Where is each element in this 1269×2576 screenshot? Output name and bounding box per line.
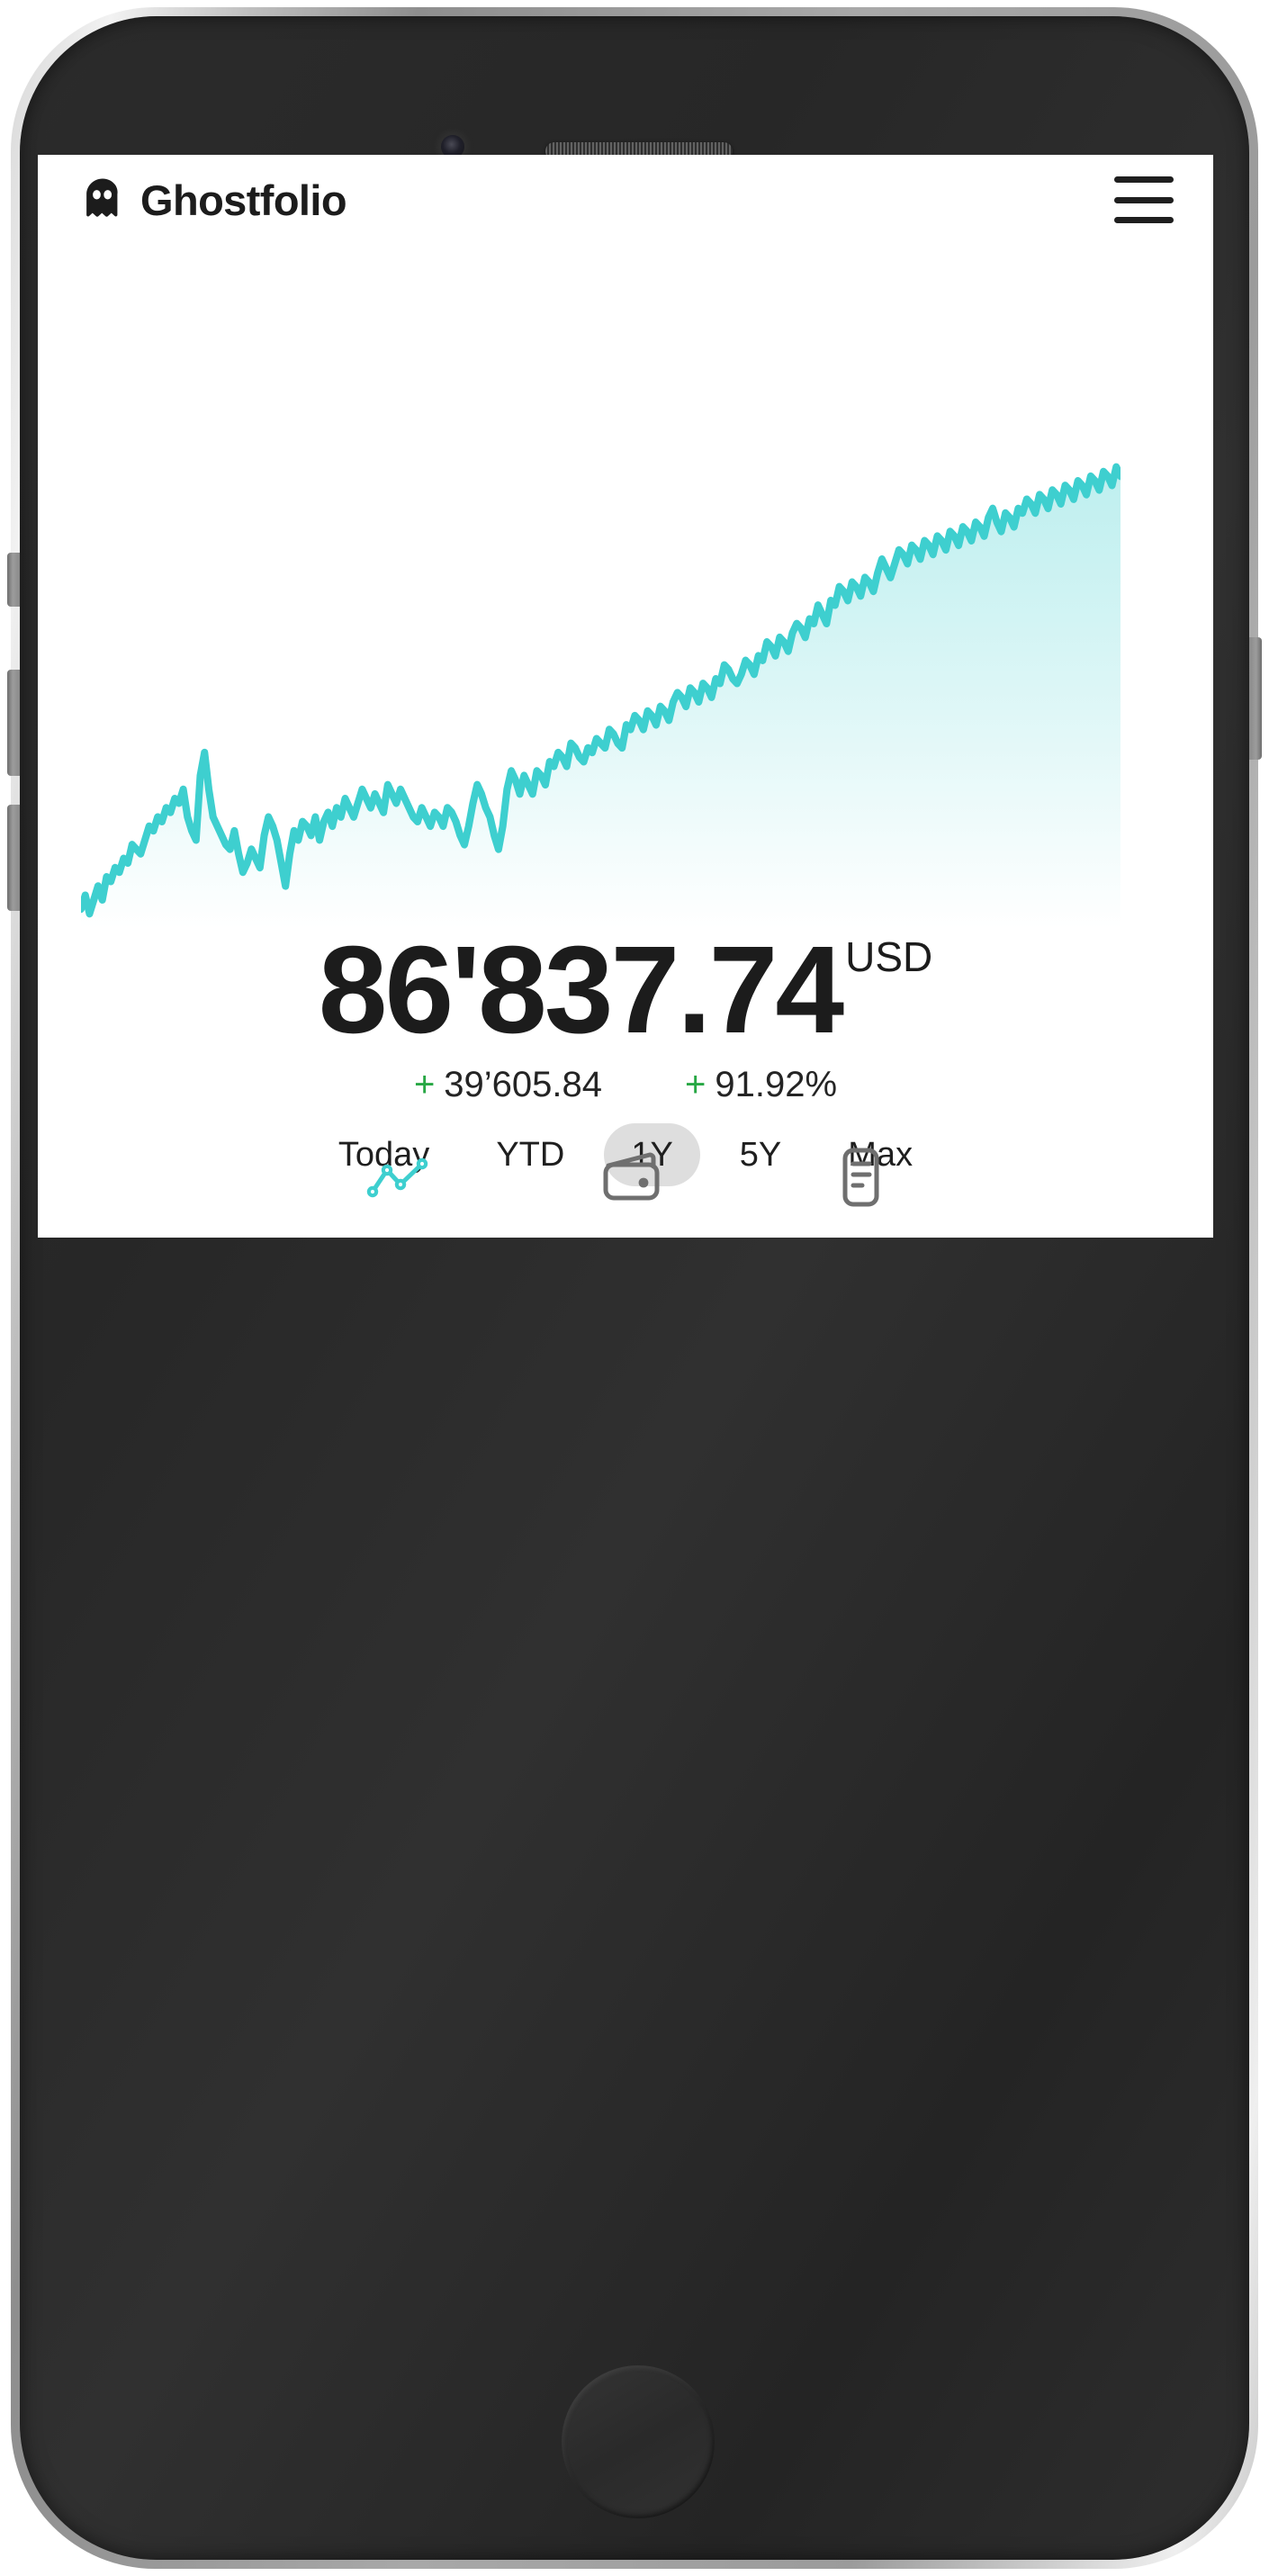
range-tab-5y[interactable]: 5Y [739,1136,782,1174]
chart-line [81,463,1120,918]
phone-screen: Ghostfolio [38,155,1213,1238]
hamburger-menu-icon[interactable] [1114,176,1174,223]
percent-change: + 91.92% [685,1065,837,1105]
brand-logo-group[interactable]: Ghostfolio [79,176,347,224]
menu-line-2 [1114,196,1174,203]
portfolio-value-row: 86'837.74 USD [319,927,933,1054]
absolute-change-value: 39’605.84 [444,1064,603,1104]
absolute-change-sign: + [413,1064,436,1104]
nav-item-summary[interactable] [834,1147,886,1212]
percent-change-sign: + [685,1064,706,1104]
app-title: Ghostfolio [140,176,347,224]
volume-down-button[interactable] [7,805,20,911]
line-chart-icon [364,1152,431,1207]
wallet-icon [600,1149,665,1210]
power-button[interactable] [1249,637,1262,760]
absolute-change: + 39’605.84 [414,1065,602,1105]
portfolio-currency: USD [845,933,933,980]
phone-device-frame: Ghostfolio [7,7,1262,2569]
range-tab-max[interactable]: Max [848,1136,914,1174]
menu-line-3 [1114,217,1174,223]
front-camera-icon [441,135,464,158]
volume-up-button[interactable] [7,670,20,776]
nav-item-accounts[interactable] [600,1149,665,1210]
portfolio-performance-chart[interactable] [81,452,1120,929]
app-header: Ghostfolio [38,155,1213,245]
ghost-icon [79,176,126,223]
portfolio-value-block: 86'837.74 USD + 39’605.84 + 91.92% [38,927,1213,1105]
mute-switch-button[interactable] [7,553,20,607]
portfolio-value: 86'837.74 [318,921,844,1059]
percent-change-value: 91.92% [715,1064,838,1104]
nav-item-home[interactable] [364,1152,431,1207]
chart-area-fill [81,466,1120,929]
menu-line-1 [1114,176,1174,183]
document-lines-icon [834,1147,886,1212]
bottom-navigation [38,1147,1213,1212]
range-tab-ytd[interactable]: YTD [496,1136,565,1174]
home-button[interactable] [562,2365,715,2518]
portfolio-change-row: + 39’605.84 + 91.92% [38,1065,1213,1105]
